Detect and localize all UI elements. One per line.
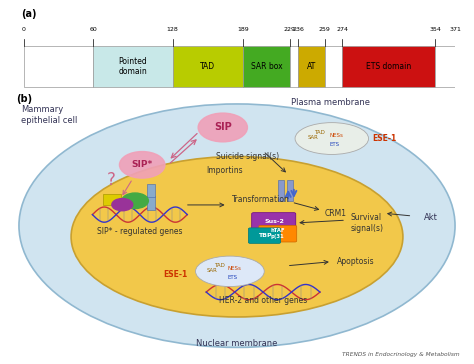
Text: 128: 128: [167, 27, 178, 32]
Text: 259: 259: [319, 27, 331, 32]
Text: SAR: SAR: [207, 268, 217, 273]
Circle shape: [122, 193, 148, 209]
Bar: [147, 196, 155, 210]
Ellipse shape: [195, 256, 264, 286]
Text: Nuclear membrane: Nuclear membrane: [196, 339, 278, 348]
Text: (a): (a): [21, 9, 37, 19]
Bar: [278, 180, 284, 201]
Text: Pointed
domain: Pointed domain: [118, 57, 147, 76]
Text: 229: 229: [284, 27, 296, 32]
Text: Sus-2: Sus-2: [264, 219, 284, 224]
Bar: [244, 46, 290, 87]
Bar: [103, 194, 121, 205]
Text: AT: AT: [307, 62, 316, 71]
Text: TAD: TAD: [315, 130, 325, 135]
Bar: [290, 46, 298, 87]
Text: 189: 189: [237, 27, 249, 32]
Bar: [342, 46, 435, 87]
Text: SIP*: SIP*: [132, 160, 153, 169]
Text: 371: 371: [449, 27, 461, 32]
Bar: [298, 46, 325, 87]
Text: Survival
signal(s): Survival signal(s): [351, 213, 384, 233]
Text: HER-2 and other genes: HER-2 and other genes: [219, 296, 307, 305]
Text: TAD: TAD: [214, 263, 225, 268]
Text: 0: 0: [22, 27, 26, 32]
Text: ETS: ETS: [329, 142, 339, 147]
Text: 60: 60: [90, 27, 97, 32]
FancyBboxPatch shape: [252, 213, 296, 231]
Text: Transformation: Transformation: [232, 195, 290, 204]
Text: Importins: Importins: [206, 166, 243, 175]
Text: NESs: NESs: [329, 133, 344, 138]
Text: CRM1: CRM1: [325, 209, 346, 218]
Text: Suicide signal(s): Suicide signal(s): [216, 152, 279, 161]
Circle shape: [112, 199, 133, 211]
Bar: [147, 184, 155, 197]
Text: Mammary
epithelial cell: Mammary epithelial cell: [21, 105, 78, 125]
Ellipse shape: [295, 123, 368, 154]
FancyBboxPatch shape: [248, 228, 281, 244]
Text: NESs: NESs: [228, 266, 242, 271]
Text: TBP: TBP: [258, 233, 271, 238]
FancyBboxPatch shape: [259, 225, 297, 242]
Text: SIP* - regulated genes: SIP* - regulated genes: [97, 227, 182, 236]
Text: ESE-1: ESE-1: [372, 134, 396, 143]
Bar: [93, 46, 173, 87]
Text: 354: 354: [429, 27, 441, 32]
Ellipse shape: [19, 104, 455, 347]
Text: 236: 236: [292, 27, 304, 32]
Text: ESE-1: ESE-1: [163, 270, 187, 278]
Bar: [325, 46, 342, 87]
Text: Akt: Akt: [424, 213, 438, 222]
Ellipse shape: [71, 157, 403, 317]
Bar: [173, 46, 244, 87]
Text: SAR: SAR: [308, 135, 318, 141]
Text: ?: ?: [107, 171, 116, 189]
Text: TRENDS in Endocrinology & Metabolism: TRENDS in Endocrinology & Metabolism: [342, 352, 460, 357]
Bar: [435, 46, 455, 87]
Text: ETS domain: ETS domain: [366, 62, 411, 71]
Bar: [287, 180, 293, 201]
Text: TAD: TAD: [201, 62, 216, 71]
Text: Apoptosis: Apoptosis: [337, 257, 374, 266]
Circle shape: [119, 151, 165, 178]
Text: SAR box: SAR box: [251, 62, 283, 71]
Text: (b): (b): [17, 94, 33, 104]
Text: Plasma membrane: Plasma membrane: [291, 98, 370, 107]
Text: 274: 274: [336, 27, 348, 32]
Text: ETS: ETS: [227, 275, 237, 280]
Circle shape: [198, 113, 247, 142]
Text: hTAF
p(31: hTAF p(31: [271, 228, 285, 239]
Text: SIP: SIP: [214, 122, 232, 132]
Bar: [24, 46, 93, 87]
